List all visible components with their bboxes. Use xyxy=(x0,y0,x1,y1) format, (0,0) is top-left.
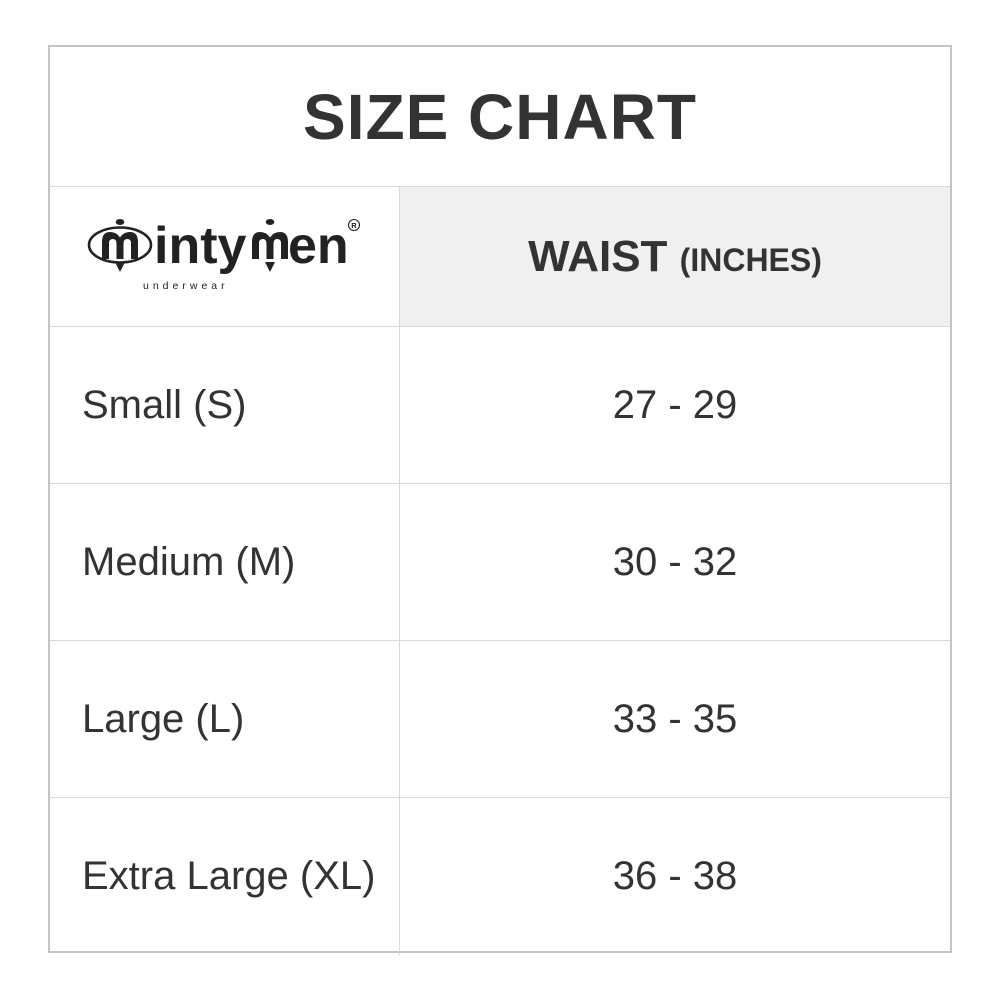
svg-text:inty: inty xyxy=(154,217,247,275)
svg-text:R: R xyxy=(351,221,357,230)
svg-text:underwear: underwear xyxy=(143,280,229,292)
svg-text:en: en xyxy=(288,217,349,275)
